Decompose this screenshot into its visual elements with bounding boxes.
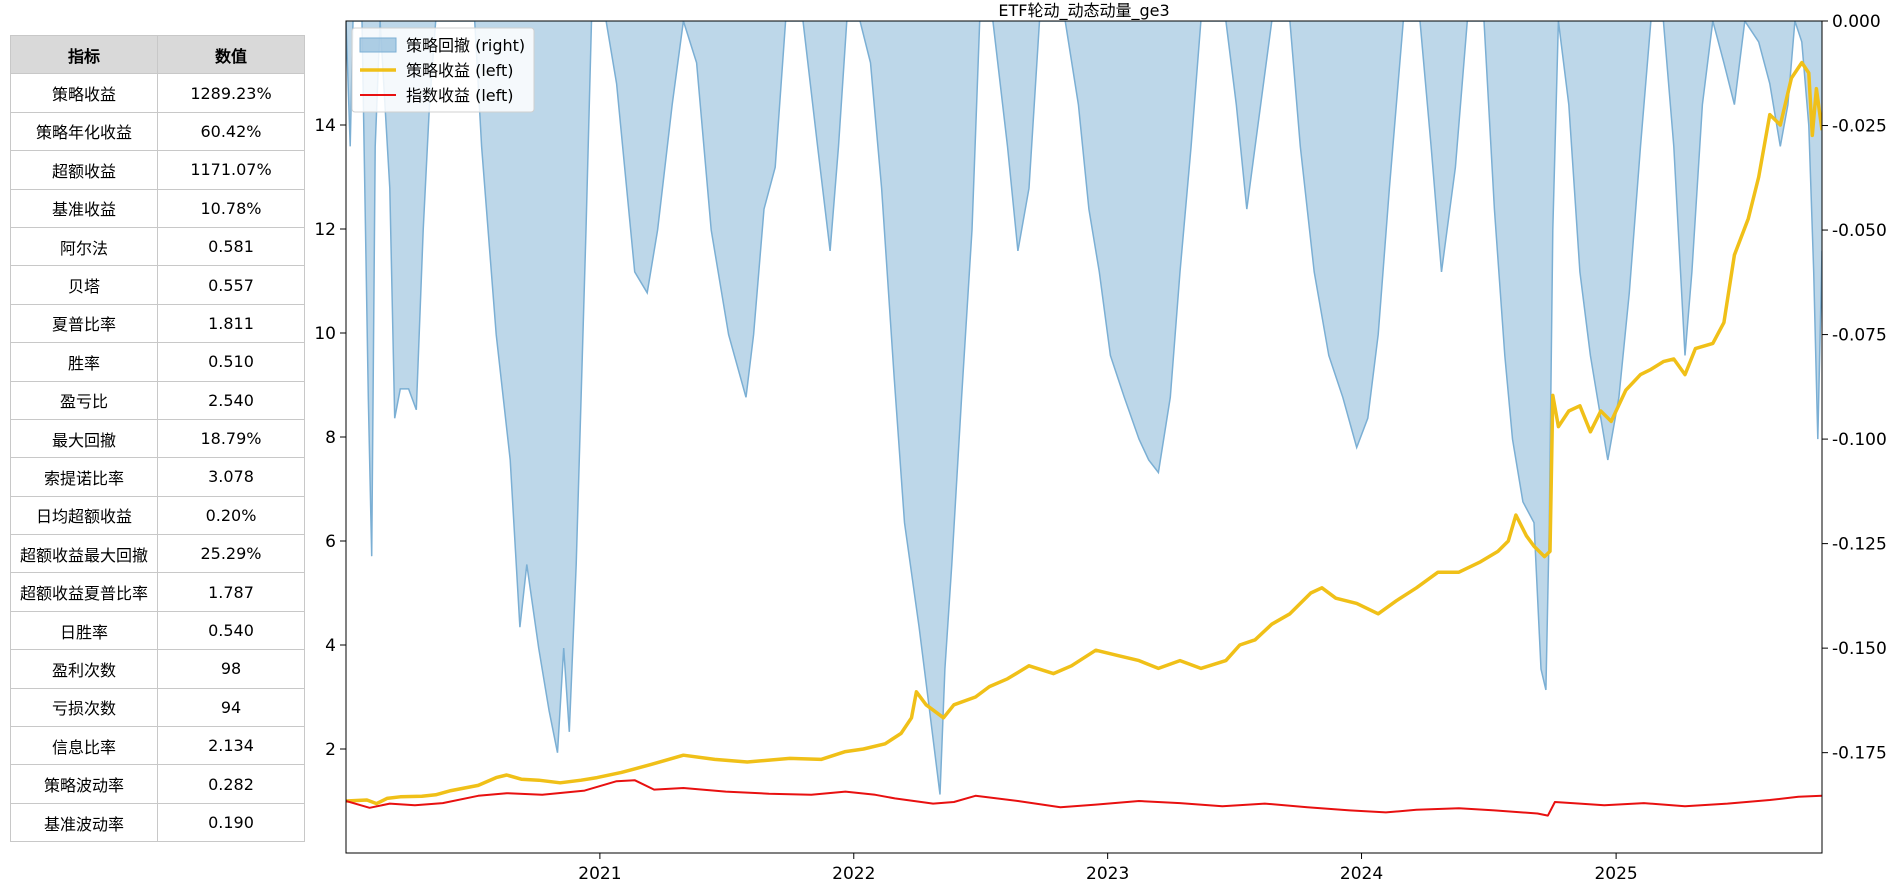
- metrics-row: 策略波动率 0.282: [10, 764, 305, 804]
- drawdown-area: [346, 21, 1822, 795]
- metric-value: 0.190: [157, 802, 305, 843]
- drawdown-series: [346, 21, 1822, 795]
- index-return-line: [346, 779, 1822, 817]
- metric-name-header: 指标: [10, 34, 158, 75]
- return-series: [346, 60, 1822, 817]
- metric-name: 信息比率: [10, 726, 158, 766]
- metric-name: 夏普比率: [10, 303, 158, 344]
- metrics-row: 基准波动率 0.190: [10, 802, 305, 843]
- metrics-row: 基准收益 10.78%: [10, 188, 305, 228]
- left-y-axis: 2 4 6 8 10 12 14: [314, 116, 346, 760]
- metrics-row: 策略收益 1289.23%: [10, 73, 305, 113]
- right-tick-label: -0.125: [1832, 535, 1887, 555]
- metrics-row: 最大回撤 18.79%: [10, 418, 305, 459]
- right-tick-label: -0.025: [1832, 117, 1887, 137]
- left-tick-label: 4: [325, 636, 336, 656]
- right-tick-label: -0.150: [1832, 639, 1887, 659]
- metric-name: 策略收益: [10, 73, 158, 113]
- metric-name: 基准波动率: [10, 802, 158, 843]
- metric-name: 超额收益: [10, 150, 158, 190]
- metric-value: 98: [157, 649, 305, 689]
- metric-name: 超额收益最大回撤: [10, 534, 158, 574]
- metrics-row: 盈亏比 2.540: [10, 380, 305, 420]
- metric-value: 0.540: [157, 610, 305, 651]
- metric-value: 0.581: [157, 226, 305, 267]
- right-tick-label: -0.175: [1832, 744, 1887, 764]
- metric-value: 3.078: [157, 457, 305, 497]
- metric-name: 亏损次数: [10, 687, 158, 728]
- legend-box: [351, 27, 535, 113]
- metrics-row: 盈利次数 98: [10, 649, 305, 689]
- metric-value-header: 数值: [157, 34, 305, 75]
- metrics-table: 指标 数值 策略收益 1289.23% 策略年化收益 60.42% 超额收益 1171.0…: [10, 34, 305, 843]
- x-tick-label: 2022: [832, 864, 875, 884]
- metrics-row: 索提诺比率 3.078: [10, 457, 305, 497]
- metric-value: 18.79%: [157, 418, 305, 459]
- metrics-row: 阿尔法 0.581: [10, 226, 305, 267]
- right-tick-label: -0.050: [1832, 221, 1887, 241]
- metric-value: 1171.07%: [157, 150, 305, 190]
- metric-value: 2.540: [157, 380, 305, 420]
- metric-name: 索提诺比率: [10, 457, 158, 497]
- legend-swatch: [359, 37, 397, 53]
- left-tick-label: 14: [314, 116, 336, 136]
- metrics-row: 信息比率 2.134: [10, 726, 305, 766]
- x-tick-label: 2024: [1340, 864, 1383, 884]
- metrics-row: 超额收益 1171.07%: [10, 150, 305, 190]
- right-tick-label: -0.075: [1832, 326, 1887, 346]
- metric-value: 10.78%: [157, 188, 305, 228]
- metric-name: 日均超额收益: [10, 495, 158, 536]
- legend-label: 策略回撤 (right): [406, 36, 525, 55]
- metric-name: 最大回撤: [10, 418, 158, 459]
- metric-value: 1.811: [157, 303, 305, 344]
- left-tick-label: 12: [314, 220, 336, 240]
- metric-name: 盈亏比: [10, 380, 158, 420]
- metrics-row: 策略年化收益 60.42%: [10, 111, 305, 152]
- metric-name: 贝塔: [10, 265, 158, 305]
- metrics-row: 夏普比率 1.811: [10, 303, 305, 344]
- x-axis: 2021 2022 2023 2024 2025: [578, 853, 1638, 884]
- x-tick-label: 2021: [578, 864, 621, 884]
- strategy-return-line: [346, 60, 1822, 806]
- right-tick-label: -0.100: [1832, 430, 1887, 450]
- x-tick-label: 2023: [1086, 864, 1129, 884]
- metric-value: 0.510: [157, 342, 305, 382]
- left-tick-label: 10: [314, 324, 336, 344]
- x-tick-label: 2025: [1594, 864, 1637, 884]
- left-tick-label: 2: [325, 740, 336, 760]
- legend-label: 策略收益 (left): [406, 61, 514, 80]
- metric-value: 2.134: [157, 726, 305, 766]
- metric-name: 阿尔法: [10, 226, 158, 267]
- left-tick-label: 8: [325, 428, 336, 448]
- metric-name: 盈利次数: [10, 649, 158, 689]
- right-tick-label: 0.000: [1832, 12, 1881, 32]
- drawdown-line: [346, 21, 1822, 795]
- metric-value: 0.557: [157, 265, 305, 305]
- metrics-body: 策略收益 1289.23% 策略年化收益 60.42% 超额收益 1171.07% 基准收益…: [10, 73, 305, 843]
- metric-value: 0.20%: [157, 495, 305, 536]
- metric-name: 基准收益: [10, 188, 158, 228]
- metrics-row: 亏损次数 94: [10, 687, 305, 728]
- metrics-row: 超额收益夏普比率 1.787: [10, 572, 305, 612]
- metric-name: 日胜率: [10, 610, 158, 651]
- right-y-axis: 0.000 -0.025 -0.050 -0.075 -0.100 -0.125 -0.15…: [1822, 12, 1887, 764]
- metrics-header-row: 指标 数值: [10, 34, 305, 75]
- chart-title: ETF轮动_动态动量_ge3: [998, 1, 1169, 21]
- metric-name: 超额收益夏普比率: [10, 572, 158, 612]
- metrics-row: 贝塔 0.557: [10, 265, 305, 305]
- chart-legend: 策略回撤 (right) 策略收益 (left) 指数收益 (left): [351, 27, 535, 113]
- metric-name: 策略年化收益: [10, 111, 158, 152]
- left-tick-label: 6: [325, 532, 336, 552]
- metrics-row: 日均超额收益 0.20%: [10, 495, 305, 536]
- metric-value: 1.787: [157, 572, 305, 612]
- metrics-row: 日胜率 0.540: [10, 610, 305, 651]
- legend-label: 指数收益 (left): [406, 86, 514, 105]
- metric-value: 60.42%: [157, 111, 305, 152]
- metric-value: 1289.23%: [157, 73, 305, 113]
